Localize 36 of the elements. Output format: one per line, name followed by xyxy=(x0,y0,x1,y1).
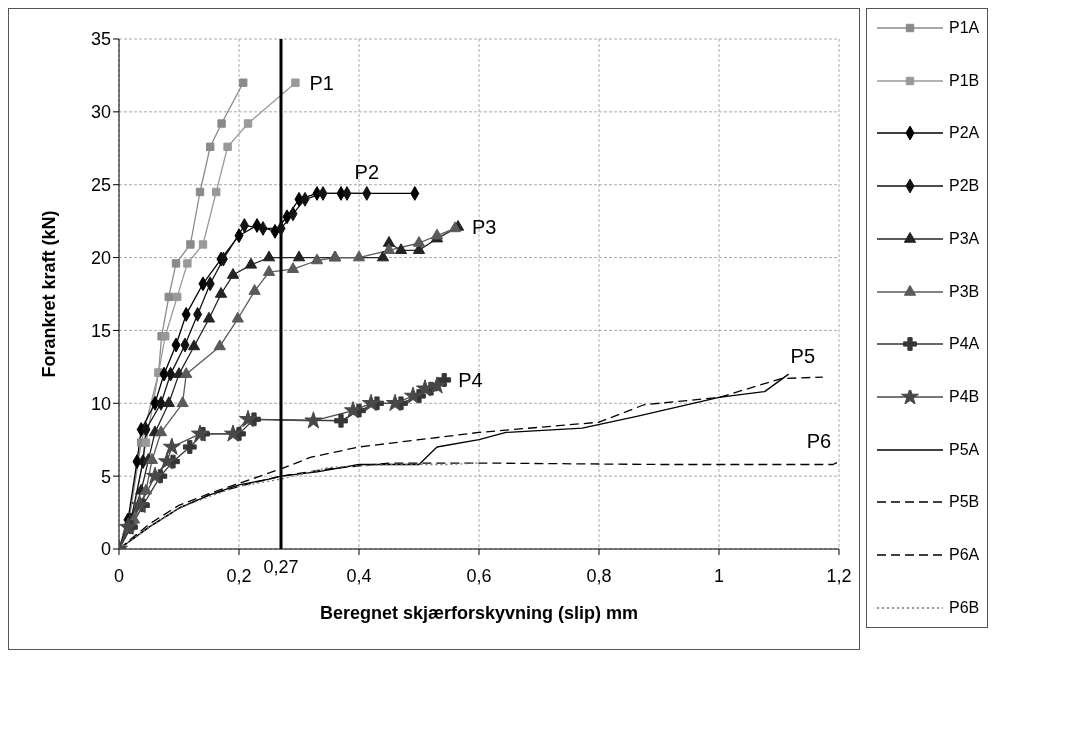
x-tick-label: 0,2 xyxy=(226,565,252,586)
y-tick-label: 10 xyxy=(90,393,111,414)
legend-label: P5B xyxy=(949,493,980,512)
y-tick-label: 15 xyxy=(90,320,111,341)
annotation: P3 xyxy=(472,216,497,239)
annotation: P5 xyxy=(790,345,816,368)
y-tick-label: 30 xyxy=(90,102,111,123)
annotation: P2 xyxy=(354,161,380,184)
legend-label: P5A xyxy=(949,440,980,459)
x-axis-title: Beregnet skjærforskyvning (slip) mm xyxy=(319,603,639,623)
y-tick-label: 25 xyxy=(90,175,111,196)
legend-label: P4B xyxy=(949,388,980,407)
y-tick-label: 20 xyxy=(90,247,111,268)
legend-label: P6B xyxy=(949,598,980,617)
legend-label: P4A xyxy=(949,335,980,354)
y-tick-label: 0 xyxy=(100,539,111,560)
legend-label: P3B xyxy=(949,282,980,301)
annotation: P1 xyxy=(309,71,334,94)
y-tick-label: 5 xyxy=(100,466,111,487)
legend-label: P2B xyxy=(949,177,980,196)
x-tick-label: 0 xyxy=(113,565,125,586)
legend-label: P1A xyxy=(949,19,980,37)
annotation: P4 xyxy=(458,369,483,392)
legend-label: P1B xyxy=(949,71,980,90)
x-tick-label: 0,8 xyxy=(586,565,612,586)
annotation: P6 xyxy=(806,429,832,452)
ref-line-label: 0,27 xyxy=(263,557,299,577)
x-tick-label: 1,2 xyxy=(826,565,852,586)
y-axis-title: Forankret kraft (kN) xyxy=(39,210,60,378)
x-tick-label: 0,4 xyxy=(346,565,372,586)
x-tick-label: 1 xyxy=(713,565,725,586)
y-tick-label: 35 xyxy=(90,29,111,50)
legend-label: P6A xyxy=(949,546,980,565)
legend-label: P3A xyxy=(949,229,980,248)
x-tick-label: 0,6 xyxy=(466,565,492,586)
legend-label: P2A xyxy=(949,124,980,143)
